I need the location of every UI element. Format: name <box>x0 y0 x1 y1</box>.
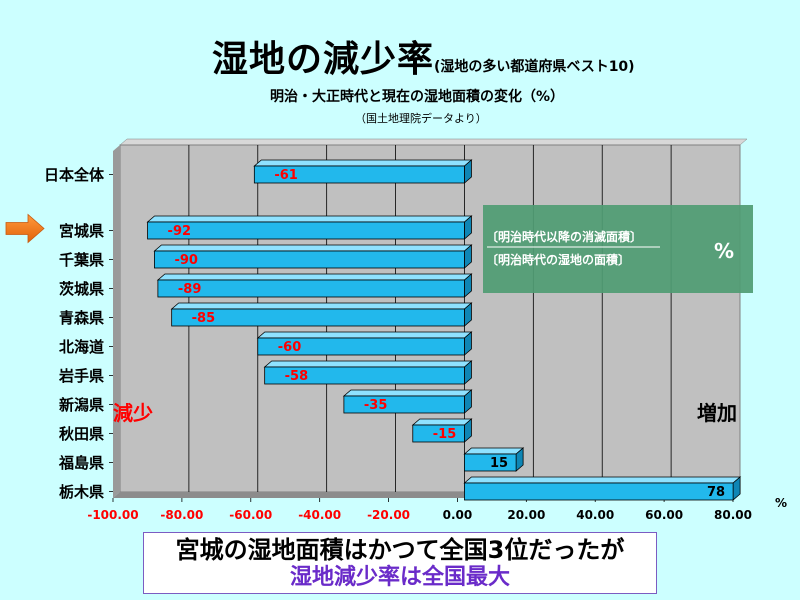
x-axis-unit: % <box>775 496 787 510</box>
bar <box>463 476 742 501</box>
category-label: 栃木県 <box>59 483 104 501</box>
chart-title: 湿地の減少率(湿地の多い都道府県ベスト10) <box>212 30 635 82</box>
data-label: -61 <box>274 168 298 183</box>
data-label: -58 <box>285 369 309 384</box>
bar-top-face <box>411 418 473 426</box>
x-tick-label: 20.00 <box>507 508 545 522</box>
x-tick-label: 0.00 <box>443 508 473 522</box>
data-label: -35 <box>364 398 388 413</box>
x-tick-label: -100.00 <box>87 508 138 522</box>
data-label: -90 <box>174 253 198 268</box>
highlight-arrow-icon <box>5 213 45 244</box>
bar-front <box>157 279 465 298</box>
chart-source: （国土地理院データより） <box>355 112 487 125</box>
annotation-decrease: 減少 <box>113 401 153 425</box>
bar <box>263 360 473 385</box>
bar <box>253 159 473 184</box>
bar <box>156 273 473 298</box>
bar-front <box>154 250 465 269</box>
category-label: 宮城県 <box>59 222 104 240</box>
category-label: 秋田県 <box>59 425 104 443</box>
bar-top-face <box>156 273 473 281</box>
category-label: 北海道 <box>59 338 104 356</box>
formula-numerator: 〔明治時代以降の消滅面積〕 <box>486 229 642 244</box>
bar <box>256 331 473 356</box>
x-tick-label: -80.00 <box>160 508 203 522</box>
bar-top-face <box>170 302 473 310</box>
bar-front <box>257 337 465 356</box>
x-tick-label: 40.00 <box>576 508 614 522</box>
category-label: 新潟県 <box>59 396 104 414</box>
bar <box>146 215 473 240</box>
bar-top-face <box>463 476 742 484</box>
bar-top-face <box>256 331 473 339</box>
bar-top-face <box>263 360 473 368</box>
x-tick-label: 60.00 <box>645 508 683 522</box>
formula-denominator: 〔明治時代の湿地の面積〕 <box>486 252 630 267</box>
bar <box>153 244 473 269</box>
bar-front <box>147 221 465 240</box>
x-tick-label: -40.00 <box>298 508 341 522</box>
category-label: 岩手県 <box>58 367 104 385</box>
caption-line-1: 宮城の湿地面積はかつて全国3位だったが <box>175 536 625 564</box>
data-label: -60 <box>278 340 302 355</box>
category-label: 茨城県 <box>59 280 104 298</box>
bar-front <box>343 395 465 414</box>
data-label: -89 <box>178 282 202 297</box>
bar-front <box>464 482 734 501</box>
category-label: 福島県 <box>58 454 104 472</box>
formula-unit: % <box>714 239 734 263</box>
bar-top-face <box>253 159 473 167</box>
x-tick-label: -20.00 <box>367 508 410 522</box>
bar-front <box>464 453 517 472</box>
bar-top-face <box>342 389 473 397</box>
category-label: 千葉県 <box>59 251 104 269</box>
formula-box-bg <box>483 205 753 293</box>
caption-box: 宮城の湿地面積はかつて全国3位だったが 湿地減少率は全国最大 <box>143 532 657 594</box>
bar-front <box>171 308 465 327</box>
bar-top-face <box>153 244 473 252</box>
data-label: -15 <box>433 427 457 442</box>
category-label: 日本全体 <box>44 166 105 184</box>
bar <box>170 302 473 327</box>
data-label: 15 <box>490 456 508 471</box>
chart-subtitle: 明治・大正時代と現在の湿地面積の変化（%） <box>270 89 565 105</box>
bar <box>463 447 525 472</box>
formula-box: 〔明治時代以降の消滅面積〕〔明治時代の湿地の面積〕% <box>483 205 753 293</box>
x-tick-label: -60.00 <box>229 508 272 522</box>
bar-top-face <box>146 215 473 223</box>
bar-front <box>253 165 465 184</box>
caption-line-2: 湿地減少率は全国最大 <box>289 565 510 590</box>
bar-front <box>412 424 465 443</box>
annotation-increase: 増加 <box>697 401 737 425</box>
category-label: 青森県 <box>59 309 104 327</box>
data-label: -92 <box>168 224 192 239</box>
plot-side-wall <box>113 145 120 498</box>
bar-front <box>264 366 465 385</box>
chart-title-main: 湿地の減少率 <box>212 39 435 80</box>
bar <box>411 418 473 443</box>
plot-top-face <box>119 138 748 146</box>
bar-top-face <box>463 447 525 455</box>
bar <box>342 389 473 414</box>
data-label: -85 <box>192 311 216 326</box>
chart-title-sub: (湿地の多い都道府県ベスト10) <box>434 59 635 75</box>
x-tick-label: 80.00 <box>714 508 752 522</box>
data-label: 78 <box>707 485 725 500</box>
